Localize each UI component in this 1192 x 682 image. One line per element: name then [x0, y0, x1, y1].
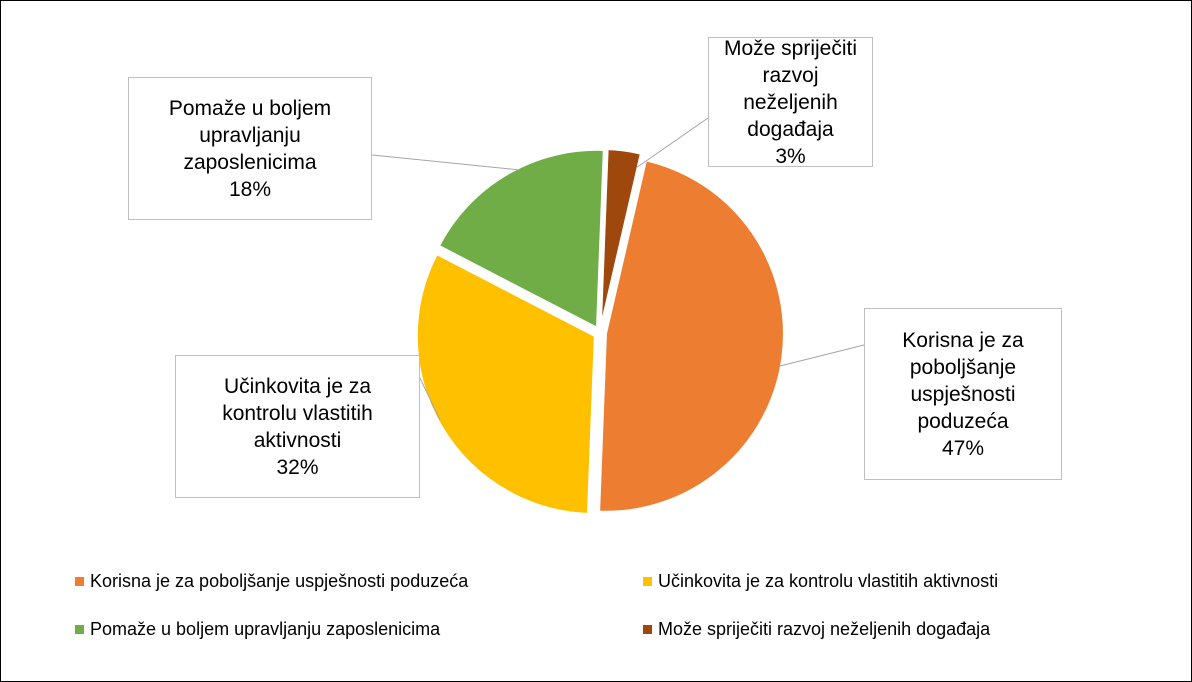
data-label-category: Korisna je za poboljšanje uspješnosti po…	[902, 328, 1024, 433]
data-label-value: 32%	[276, 455, 319, 479]
leader-line	[371, 154, 521, 171]
legend-label: Učinkovita je za kontrolu vlastitih akti…	[658, 571, 999, 591]
legend-item: Korisna je za poboljšanje uspješnosti po…	[75, 571, 468, 592]
data-label-value: 47%	[941, 436, 985, 460]
legend-item: Učinkovita je za kontrolu vlastitih akti…	[643, 571, 998, 592]
legend-label: Pomaže u boljem upravljanju zaposlenicim…	[90, 619, 441, 639]
legend-item: Pomaže u boljem upravljanju zaposlenicim…	[75, 619, 440, 640]
pie-slice	[437, 148, 605, 330]
legend-swatch	[75, 625, 84, 634]
legend-label: Može spriječiti razvoj neželjenih događa…	[658, 619, 991, 639]
pie-slice	[598, 159, 785, 513]
pie-slice	[599, 148, 643, 328]
data-label-category: Pomaže u boljem upravljanju zaposlenicim…	[168, 96, 332, 174]
data-label-category: Može spriječiti razvoj neželjenih događa…	[723, 36, 858, 141]
legend-swatch	[643, 577, 652, 586]
legend-swatch	[75, 577, 84, 586]
data-label-value: 18%	[228, 177, 272, 201]
legend-swatch	[643, 625, 652, 634]
data-label-category: Učinkovita je za kontrolu vlastitih akti…	[222, 374, 373, 452]
data-label: Može spriječiti razvoj neželjenih događa…	[708, 36, 873, 168]
data-label: Pomaže u boljem upravljanju zaposlenicim…	[128, 77, 372, 220]
data-label-value: 3%	[775, 144, 806, 168]
pie-area	[371, 117, 865, 515]
data-label: Korisna je za poboljšanje uspješnosti po…	[864, 308, 1062, 480]
legend-label: Korisna je za poboljšanje uspješnosti po…	[90, 571, 469, 591]
pie-slice	[415, 252, 596, 515]
leader-line	[635, 117, 709, 169]
legend-item: Može spriječiti razvoj neželjenih događa…	[643, 619, 990, 640]
leader-line	[419, 377, 441, 421]
leader-line	[779, 344, 865, 367]
data-label: Učinkovita je za kontrolu vlastitih akti…	[175, 355, 420, 498]
